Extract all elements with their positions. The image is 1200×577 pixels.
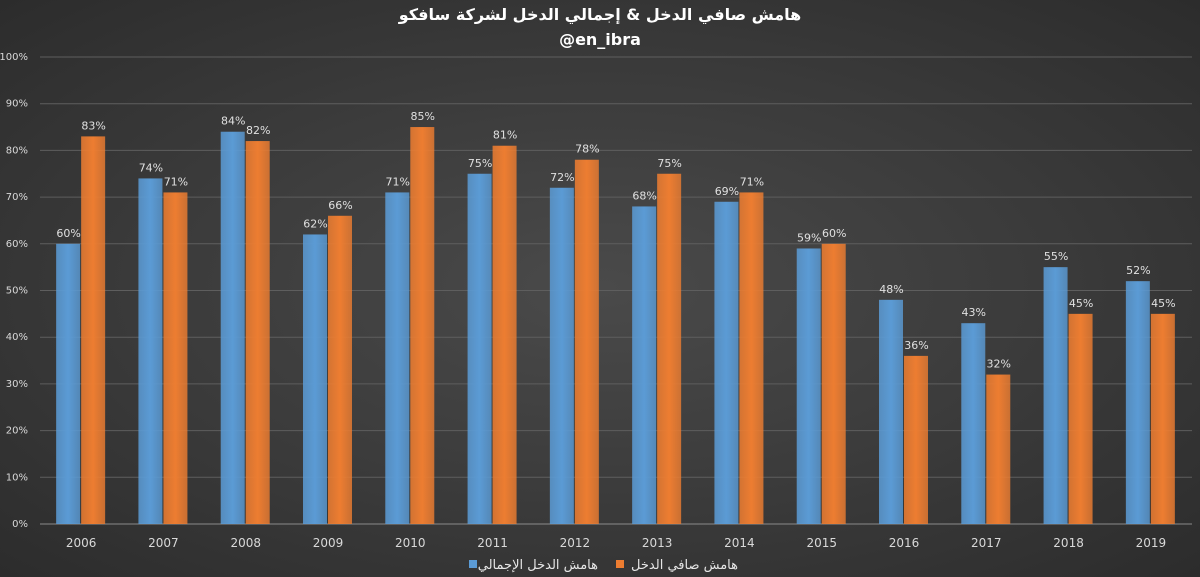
bar-net-margin [1068,313,1093,524]
data-label: 74% [139,161,163,174]
data-label: 71% [164,175,188,188]
y-tick-label: 100% [0,52,28,63]
x-tick-label: 2007 [148,536,179,550]
bar-net-margin [492,145,517,525]
bar-net-margin [410,127,435,525]
x-tick-label: 2018 [1053,536,1084,550]
data-label: 72% [550,171,574,184]
bar-net-margin [904,355,928,524]
chart-subtitle: @en_ibra [559,30,641,49]
bar-gross-margin [385,192,410,524]
bar-gross-margin [138,178,163,525]
bar-gross-margin [879,299,903,524]
y-tick-label: 70% [6,192,28,203]
y-tick-label: 80% [6,145,28,156]
bar-net-margin [821,243,846,525]
bar-gross-margin [796,248,821,524]
bar-net-margin [245,141,270,524]
y-tick-label: 40% [6,332,28,343]
bar-gross-margin [467,173,492,524]
data-label: 55% [1044,250,1068,263]
y-tick-label: 90% [6,99,28,110]
bar-gross-margin [714,201,739,524]
x-axis-ticks: 2006 2007 2008 2009 2010 2011 2012 2013 2014 2015… [66,536,1166,550]
bar-gross-margin [1043,267,1068,524]
bar-net-margin [986,374,1011,524]
data-label: 81% [493,129,517,142]
y-tick-label: 30% [6,379,28,390]
data-label: 32% [987,358,1011,371]
data-label: 52% [1126,264,1150,277]
bar-gross-margin [549,187,574,524]
bar-net-margin [163,192,188,524]
legend-swatch [616,560,624,568]
bar-gross-margin [220,131,245,524]
x-tick-label: 2010 [395,536,426,550]
data-label: 83% [81,119,105,132]
legend: هامش الدخل الإجمالي هامش صافي الدخل [469,558,738,573]
y-tick-label: 20% [6,426,28,437]
data-label: 75% [468,157,492,170]
data-label: 59% [797,231,821,244]
y-axis-ticks: 0% 10% 20% 30% 40% 50% 60% 70% 80% 90% 100% [0,52,28,530]
data-label: 85% [411,110,435,123]
data-label: 84% [221,115,245,128]
x-tick-label: 2009 [313,536,344,550]
data-label: 66% [328,199,352,212]
data-label: 71% [740,175,764,188]
y-tick-label: 10% [6,472,28,483]
grid-lines [40,56,1192,525]
chart-title: هامش صافي الدخل & إجمالي الدخل لشركة ساف… [398,5,802,25]
x-tick-label: 2015 [806,536,837,550]
bar-net-margin [1150,313,1175,524]
data-label: 60% [56,227,80,240]
x-tick-label: 2011 [477,536,508,550]
bar-net-margin [328,215,352,524]
bar-gross-margin [56,243,81,525]
y-tick-label: 50% [6,286,28,297]
y-tick-label: 0% [12,519,28,530]
data-label: 78% [575,143,599,156]
data-label: 75% [657,157,681,170]
bar-gross-margin [632,206,657,524]
x-tick-label: 2017 [971,536,1002,550]
bar-net-margin [657,173,682,524]
legend-label: هامش صافي الدخل [631,558,738,573]
legend-label: هامش الدخل الإجمالي [478,558,598,573]
x-tick-label: 2013 [642,536,673,550]
x-tick-label: 2006 [66,536,97,550]
data-labels: 60%83%74%71%84%82%62%66%71%85%75%81%72%7… [56,110,1175,371]
x-tick-label: 2019 [1136,536,1167,550]
bar-gross-margin [303,234,327,524]
data-label: 45% [1069,297,1093,310]
data-label: 62% [303,217,327,230]
x-tick-label: 2008 [230,536,261,550]
data-label: 48% [879,283,903,296]
data-label: 45% [1151,297,1175,310]
x-tick-label: 2014 [724,536,755,550]
bar-net-margin [739,192,764,524]
bar-net-margin [81,136,106,524]
bars [56,127,1175,525]
data-label: 60% [822,227,846,240]
bar-gross-margin [1125,281,1150,524]
data-label: 43% [962,306,986,319]
data-label: 68% [632,189,656,202]
x-tick-label: 2012 [560,536,591,550]
data-label: 71% [386,175,410,188]
data-label: 69% [715,185,739,198]
data-label: 36% [904,339,928,352]
bar-gross-margin [961,323,986,524]
y-tick-label: 60% [6,239,28,250]
legend-swatch [469,560,477,568]
data-label: 82% [246,124,270,137]
bar-net-margin [574,159,599,525]
x-tick-label: 2016 [889,536,920,550]
